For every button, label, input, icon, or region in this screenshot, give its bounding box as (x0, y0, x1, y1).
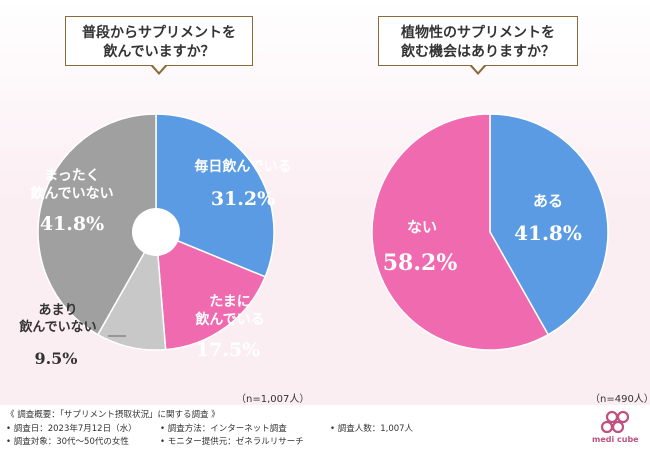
chart-2-slice-2-label-1: ない (407, 218, 437, 236)
chart-2-title: 植物性のサプリメントを 飲む機会はありますか？ (378, 16, 578, 75)
chart-1-slice-2 (155, 230, 267, 351)
logo-text: medi cube (592, 435, 639, 444)
medi-cube-logo-icon (600, 410, 630, 434)
survey-count: • 調査人数：1,007人 (330, 424, 414, 434)
chart-1-slice-1-label-1: 毎日飲んでいる (194, 158, 291, 175)
chart-2-slice-1 (489, 113, 609, 336)
chart-2-slice-2 (371, 113, 550, 351)
chart-2-title-line-2: 飲む機会はありますか？ (401, 44, 555, 60)
chart-1-slice-1-value: 31.2% (211, 188, 275, 210)
chart-1-title-line-2: 飲んでいますか？ (103, 44, 215, 60)
chart-1-slice-1 (155, 113, 275, 278)
survey-provider: • モニター提供元：ゼネラルリサーチ (160, 437, 304, 447)
chart-1-donut-hole (132, 208, 180, 256)
survey-footer: 《 調査概要：「サプリメント摂取状況」に関する調査 》 • 調査日：2023年7… (0, 405, 650, 450)
chart-2-slice-1-value: 41.8% (514, 221, 582, 245)
chart-1-slice-2-label-2: 飲んでいる (194, 311, 264, 328)
chart-2-slice-2-value: 58.2% (383, 250, 458, 276)
survey-date: • 調査日：2023年7月12日（水） (6, 424, 137, 434)
chart-2-slice-1-label-1: ある (533, 192, 563, 210)
chart-1-title-line-1: 普段からサプリメントを (82, 25, 236, 41)
chart-1-slice-4-label-1: まったく (44, 168, 99, 184)
chart-1-slice-4-value: 41.8% (40, 213, 104, 235)
survey-method: • 調査方法：インターネット調査 (160, 424, 287, 434)
survey-heading: 《 調査概要：「サプリメント摂取状況」に関する調査 》 (6, 410, 220, 420)
survey-target: • 調査対象：30代〜50代の女性 (6, 437, 129, 447)
chart-1-slice-2-value: 17.5% (196, 339, 260, 361)
chart-1-title: 普段からサプリメントを 飲んでいますか？ (65, 16, 253, 75)
chart-1-slice-3-value: 9.5% (34, 349, 77, 368)
chart-1-slice-3-label-2: 飲んでいない (18, 319, 96, 335)
chart-2-title-line-1: 植物性のサプリメントを (401, 25, 555, 41)
chart-1-slice-2-label-1: たまに (209, 294, 251, 310)
chart-1-slice-3-label-1: あまり (38, 303, 77, 318)
chart-1-sample-size: （n=1,007人） (236, 394, 310, 405)
chart-2-sample-size: （n=490人） (590, 394, 650, 405)
chart-1-slice-4-label-2: 飲んでいない (29, 185, 113, 202)
chart-1-slice-4 (37, 113, 157, 336)
